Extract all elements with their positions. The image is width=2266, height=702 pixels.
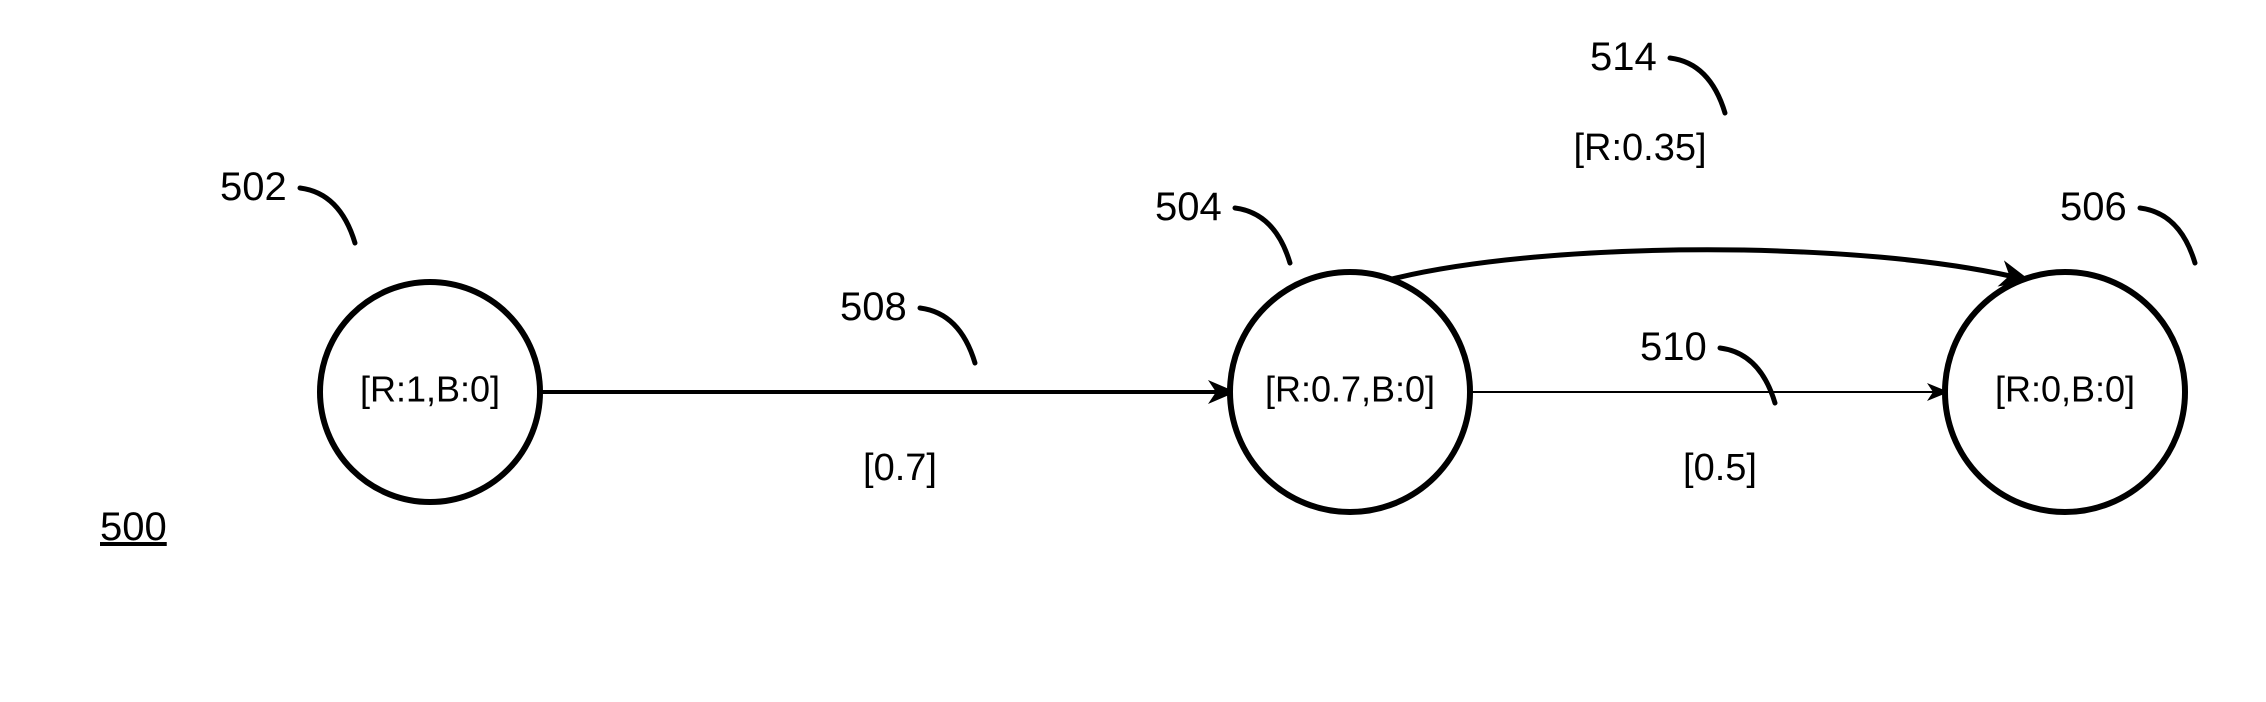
reference-number: 510 bbox=[1640, 325, 1707, 369]
reference-leader bbox=[1670, 58, 1725, 113]
node-label: [R:1,B:0] bbox=[360, 369, 500, 410]
node-label: [R:0,B:0] bbox=[1995, 369, 2135, 410]
reference-leader bbox=[300, 188, 355, 243]
graph-node: [R:0.7,B:0] bbox=[1230, 272, 1470, 512]
node-label: [R:0.7,B:0] bbox=[1265, 369, 1435, 410]
reference-leader bbox=[2140, 208, 2195, 263]
edge-label: [0.5] bbox=[1683, 447, 1757, 489]
reference-leader bbox=[920, 308, 975, 363]
edge-label: [R:0.35] bbox=[1573, 127, 1706, 169]
reference-number: 508 bbox=[840, 285, 907, 329]
reference-number: 504 bbox=[1155, 185, 1222, 229]
graph-node: [R:0,B:0] bbox=[1945, 272, 2185, 512]
edge-arc bbox=[1391, 250, 2024, 279]
graph-node: [R:1,B:0] bbox=[320, 282, 540, 502]
reference-leader bbox=[1235, 208, 1290, 263]
reference-number: 502 bbox=[220, 165, 287, 209]
reference-number: 506 bbox=[2060, 185, 2127, 229]
edge-label: [0.7] bbox=[863, 447, 937, 489]
reference-number: 514 bbox=[1590, 35, 1657, 79]
diagram-canvas: [R:1,B:0] [R:0.7,B:0] [R:0,B:0] 502 504 506 [0… bbox=[0, 0, 2266, 702]
reference-leader bbox=[1720, 348, 1775, 403]
figure-number: 500 bbox=[100, 505, 167, 549]
